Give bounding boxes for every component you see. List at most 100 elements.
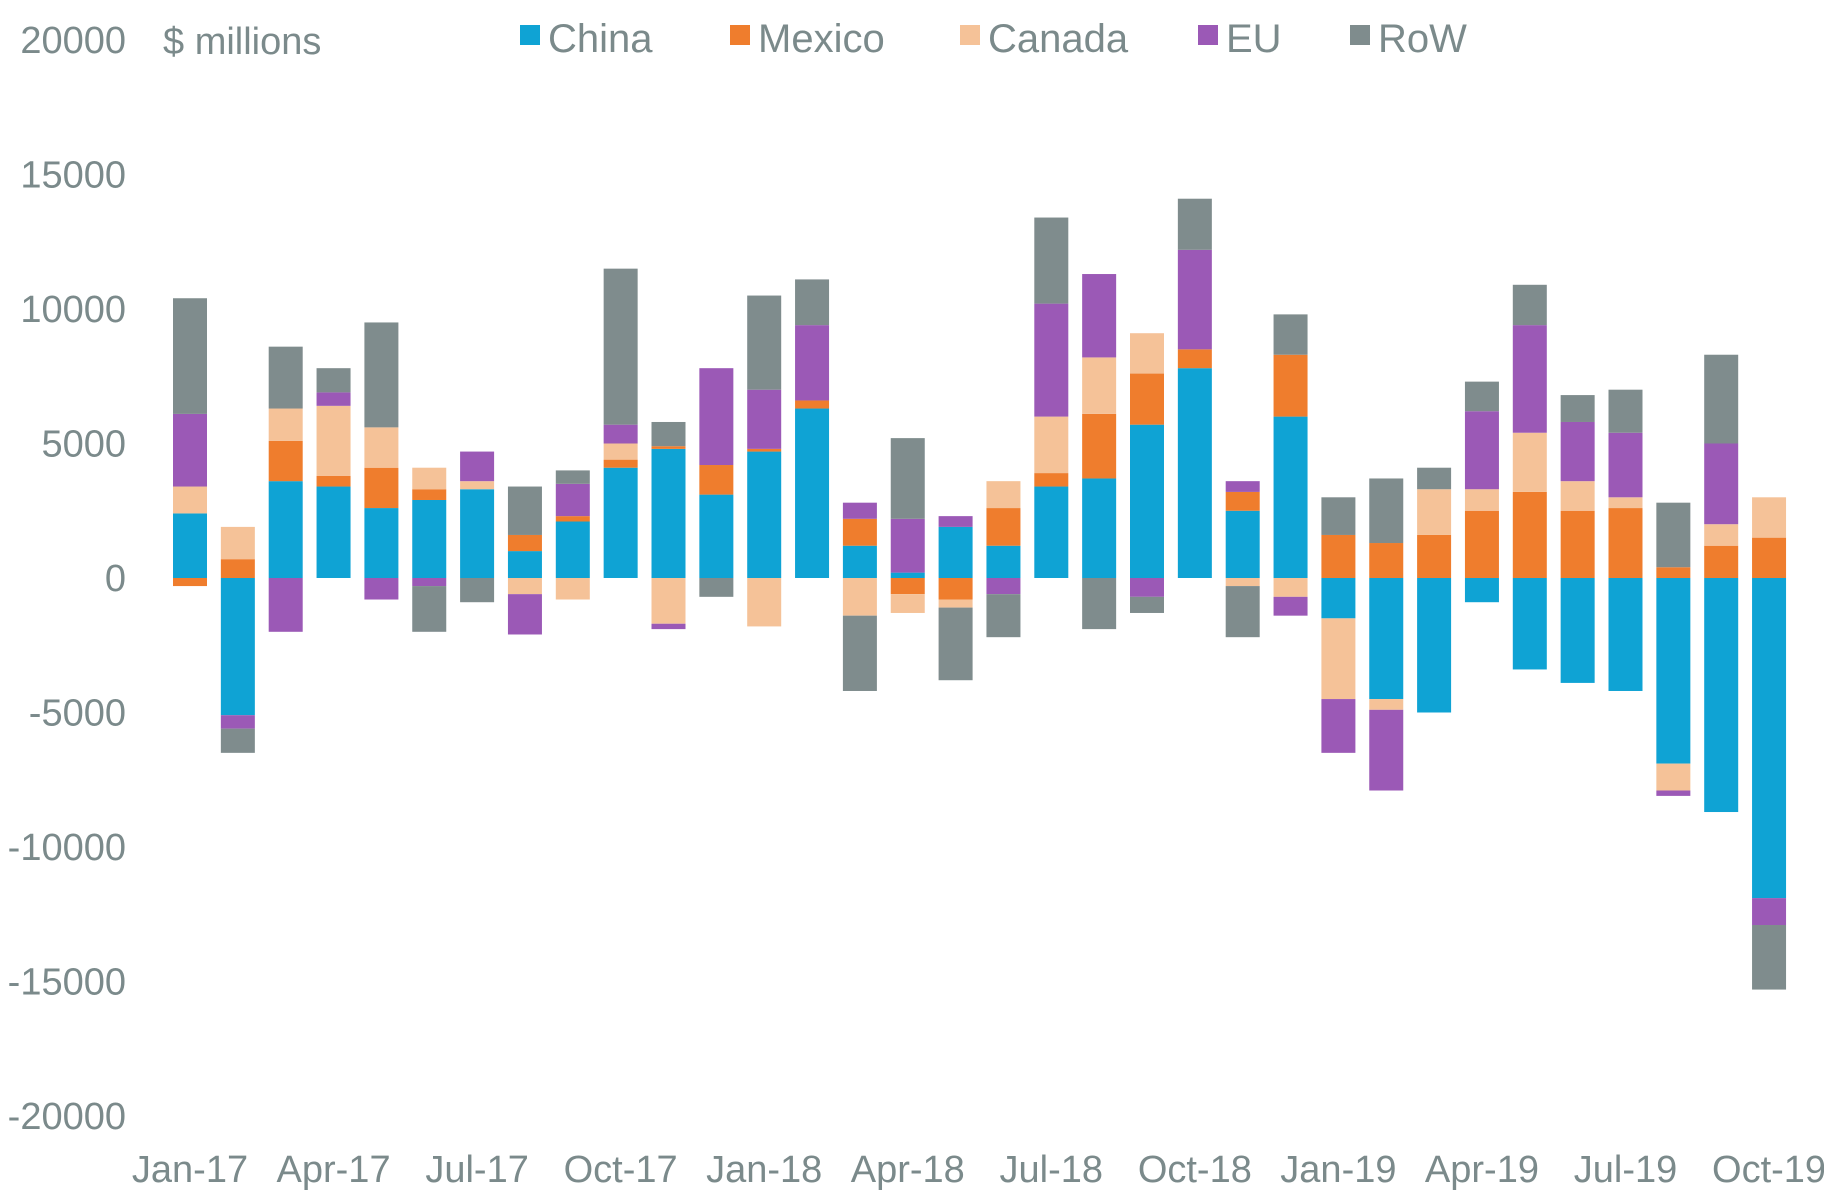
bar-group-jan-19: [1321, 497, 1356, 753]
bar-eu-jan-17: [173, 413, 207, 487]
bar-eu-jan-19: [1321, 699, 1356, 753]
legend-label: China: [548, 17, 653, 61]
bar-eu-jan-18: [747, 389, 782, 449]
x-tick-label: Jan-17: [132, 1149, 248, 1191]
bar-canada-feb-17: [220, 526, 255, 560]
bar-mexico-feb-18: [795, 400, 830, 409]
legend-item-row: RoW: [1350, 17, 1467, 61]
legend-label: Mexico: [758, 17, 885, 61]
bar-china-jul-19: [1608, 578, 1643, 691]
bar-eu-apr-19: [1464, 411, 1499, 490]
bar-mexico-sep-19: [1704, 545, 1739, 578]
bar-mexico-apr-19: [1464, 510, 1499, 578]
bar-group-nov-17: [651, 421, 686, 630]
bar-eu-aug-19: [1656, 790, 1691, 796]
bar-mexico-jul-18: [1034, 473, 1069, 487]
x-tick-label: Apr-17: [277, 1149, 391, 1191]
x-tick-label: Jul-18: [1000, 1149, 1104, 1191]
bar-eu-feb-19: [1369, 709, 1404, 791]
legend-swatch: [960, 25, 980, 45]
bar-row-aug-19: [1656, 502, 1691, 568]
bar-mexico-mar-18: [842, 518, 877, 546]
bar-canada-jan-17: [173, 486, 207, 514]
bar-group-jul-18: [1034, 217, 1069, 578]
bar-eu-nov-18: [1225, 481, 1260, 492]
bar-china-feb-17: [220, 578, 255, 716]
bar-row-may-17: [364, 322, 399, 428]
bar-china-mar-19: [1417, 578, 1452, 713]
bar-row-dec-18: [1273, 314, 1308, 355]
bar-row-oct-19: [1752, 925, 1787, 990]
bar-eu-apr-18: [890, 518, 925, 573]
bar-mexico-dec-18: [1273, 354, 1308, 417]
bar-china-aug-19: [1656, 578, 1691, 764]
bar-china-dec-17: [699, 494, 734, 578]
bar-china-apr-19: [1464, 578, 1499, 603]
bar-china-feb-18: [795, 408, 830, 578]
bar-canada-sep-17: [555, 578, 590, 600]
bar-eu-feb-18: [795, 325, 830, 401]
bar-row-jun-18: [986, 594, 1021, 638]
bar-group-apr-19: [1464, 381, 1499, 603]
legend-swatch: [520, 25, 540, 45]
bar-canada-jan-18: [747, 578, 782, 627]
bar-canada-jun-18: [986, 481, 1021, 509]
bar-china-oct-17: [603, 467, 638, 578]
bar-canada-mar-18: [842, 578, 877, 616]
x-tick-label: Jul-17: [425, 1149, 529, 1191]
x-tick-label: Oct-17: [564, 1149, 678, 1191]
legend-item-mexico: Mexico: [730, 17, 885, 61]
bar-mexico-apr-17: [316, 475, 351, 487]
bar-canada-oct-19: [1752, 497, 1787, 538]
x-tick-label: Jan-19: [1280, 1149, 1396, 1191]
bar-eu-jun-19: [1560, 421, 1595, 482]
bar-canada-aug-17: [507, 578, 542, 595]
bar-china-aug-17: [507, 551, 542, 578]
x-tick-label: Apr-18: [851, 1149, 965, 1191]
bar-china-may-18: [938, 526, 973, 578]
bar-row-aug-17: [507, 486, 542, 535]
bar-eu-oct-17: [603, 424, 638, 444]
bar-group-feb-17: [220, 526, 255, 753]
bar-china-jan-19: [1321, 578, 1356, 619]
legend-label: RoW: [1378, 17, 1467, 61]
bar-mexico-may-18: [938, 578, 973, 600]
bar-china-sep-18: [1130, 424, 1164, 578]
bar-row-jan-18: [747, 295, 782, 390]
bar-eu-mar-17: [268, 578, 303, 632]
bar-row-dec-17: [699, 578, 734, 597]
bar-group-apr-18: [890, 438, 925, 613]
y-tick-label: -10000: [8, 827, 126, 869]
bar-mexico-sep-18: [1130, 373, 1164, 425]
bar-row-jul-19: [1608, 389, 1643, 433]
bar-row-jul-17: [460, 578, 495, 603]
bar-mexico-aug-18: [1082, 413, 1117, 479]
y-tick-label: 15000: [20, 155, 126, 197]
bar-row-sep-18: [1130, 596, 1164, 613]
bar-china-sep-19: [1704, 578, 1739, 813]
bar-canada-jun-17: [412, 467, 447, 490]
bar-mexico-jan-19: [1321, 534, 1356, 578]
bar-row-apr-18: [890, 438, 925, 519]
bar-group-sep-18: [1130, 333, 1164, 613]
bar-row-nov-18: [1225, 586, 1260, 638]
bar-china-may-19: [1512, 578, 1547, 670]
bar-canada-feb-19: [1369, 699, 1404, 710]
bar-group-jun-19: [1560, 395, 1595, 683]
bar-mexico-mar-17: [268, 440, 303, 482]
x-tick-label: Jan-18: [706, 1149, 822, 1191]
bar-group-feb-19: [1369, 478, 1404, 791]
bar-canada-mar-17: [268, 408, 303, 441]
bar-mexico-aug-19: [1656, 567, 1691, 578]
bar-canada-jul-17: [460, 481, 495, 490]
bar-group-dec-18: [1273, 314, 1308, 616]
bar-eu-sep-17: [555, 483, 590, 517]
bar-group-aug-19: [1656, 502, 1691, 796]
bar-mexico-oct-17: [603, 459, 638, 468]
bar-mexico-nov-17: [651, 446, 686, 449]
bar-canada-jun-19: [1560, 481, 1595, 511]
bar-group-may-18: [938, 516, 973, 681]
bar-china-jul-17: [460, 489, 495, 578]
bar-group-jun-17: [412, 467, 447, 632]
bar-china-jan-17: [173, 513, 207, 578]
